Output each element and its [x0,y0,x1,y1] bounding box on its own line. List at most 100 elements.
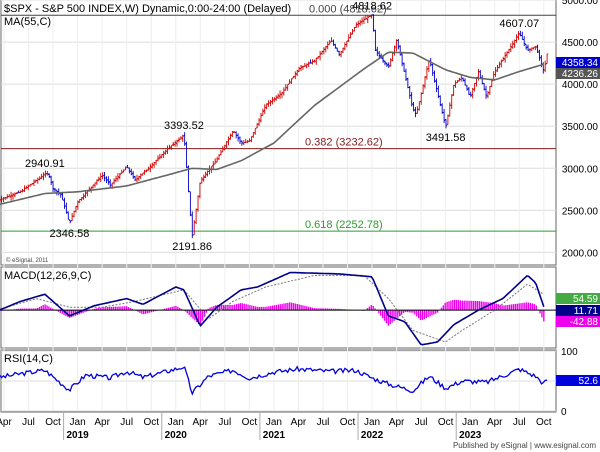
x-axis-labels: Apr Jul Oct Jan Apr Jul Oct Jan Apr Jul Oct Jan Apr J… [0,413,552,441]
price-bar [130,168,133,176]
price-bar [248,138,251,142]
x-axis-month: Oct [438,417,454,428]
price-bar [265,103,268,110]
x-axis-month: Jul [415,417,428,428]
price-bar [528,48,532,53]
price-bar [202,174,205,182]
price-bar [311,59,314,65]
price-axis-tick: 4500.00 [562,38,599,49]
price-bar [328,40,331,45]
last-price-tag: 4358.34 [556,57,600,69]
price-bar [175,139,179,147]
price-bar [404,68,408,82]
price-bar [74,205,78,213]
price-bar [257,118,261,127]
price-bar [135,174,139,183]
price-panel[interactable] [0,0,557,266]
price-bar [4,197,7,200]
x-axis-month: Jul [513,417,526,428]
price-bar [345,40,349,47]
x-axis-month: Oct [536,417,552,428]
price-annotation: 3393.52 [164,120,204,132]
price-bar [502,56,505,62]
price-bar [318,50,322,61]
x-axis-year: 2019 [66,430,89,441]
price-bar [446,114,450,125]
price-bar [263,104,266,115]
price-bar [116,173,120,182]
price-axis-tick: 3000.00 [562,164,599,175]
price-bar [378,51,381,59]
price-bar [141,172,144,176]
price-bar [276,93,280,99]
x-axis-month: Oct [242,417,258,428]
panel-frames [0,0,557,413]
price-bar [61,192,64,201]
macd-signal-line [0,274,545,343]
price-bar [7,194,11,198]
price-bar [387,62,390,69]
price-bar [143,169,146,175]
last-ma-value: 4236.26 [562,69,599,80]
price-bar [278,90,282,99]
x-axis-month: Apr [0,417,12,428]
price-bar [332,39,335,46]
price-bar [158,153,162,160]
price-bar [11,192,15,200]
price-bar [400,53,404,67]
price-bar [372,14,375,32]
price-bar [305,63,308,69]
price-bar [503,52,507,63]
price-bar [385,62,389,67]
price-bar [500,59,503,68]
price-bar [48,173,51,178]
price-bar [526,44,530,51]
price-bar [536,44,539,53]
x-axis-year: 2020 [165,430,188,441]
price-bar [162,150,165,159]
price-bar [389,58,392,67]
price-bar [498,61,501,69]
ma-line [0,51,545,206]
price-bar [38,176,41,181]
price-bar [399,45,402,56]
x-axis-month: Oct [45,417,61,428]
price-bar [227,136,230,146]
x-axis-month: Jul [218,417,231,428]
price-bar [149,163,152,173]
price-bar [246,140,249,143]
price-bar [269,100,272,107]
price-bar [494,67,497,77]
price-bar [496,64,499,72]
price-bar [381,55,385,63]
price-bars [0,14,549,239]
price-bar [416,106,419,114]
price-bar [412,101,415,112]
price-bar [286,84,289,91]
price-bar [509,43,513,53]
price-bar [231,131,234,138]
price-bar [303,63,307,67]
x-axis-month: Apr [487,417,503,428]
x-axis-month: Jan [266,417,282,428]
price-bar [358,19,362,26]
footer-credit: Published by eSignal | www.esignal.com [453,441,596,450]
price-bar [46,171,49,176]
price-bar [294,71,297,80]
price-bar [456,80,459,84]
price-annotation: 4607.07 [499,18,539,30]
macd-line-value: 11.71 [574,306,599,317]
price-bar [0,197,1,203]
price-annotation: 3491.58 [426,132,466,144]
price-bar [307,61,310,68]
price-bar [97,176,101,182]
fib-level-label: 0.000 (4818.62) [309,3,387,15]
price-bar [147,166,150,171]
x-axis-year: 2021 [263,430,286,441]
x-axis-year: 2023 [459,430,482,441]
price-bar [200,177,204,184]
price-annotation: 2191.86 [172,241,212,253]
price-bar [439,95,442,107]
price-bar [315,57,318,65]
watermark: © eSignal, 2011 [6,257,49,264]
